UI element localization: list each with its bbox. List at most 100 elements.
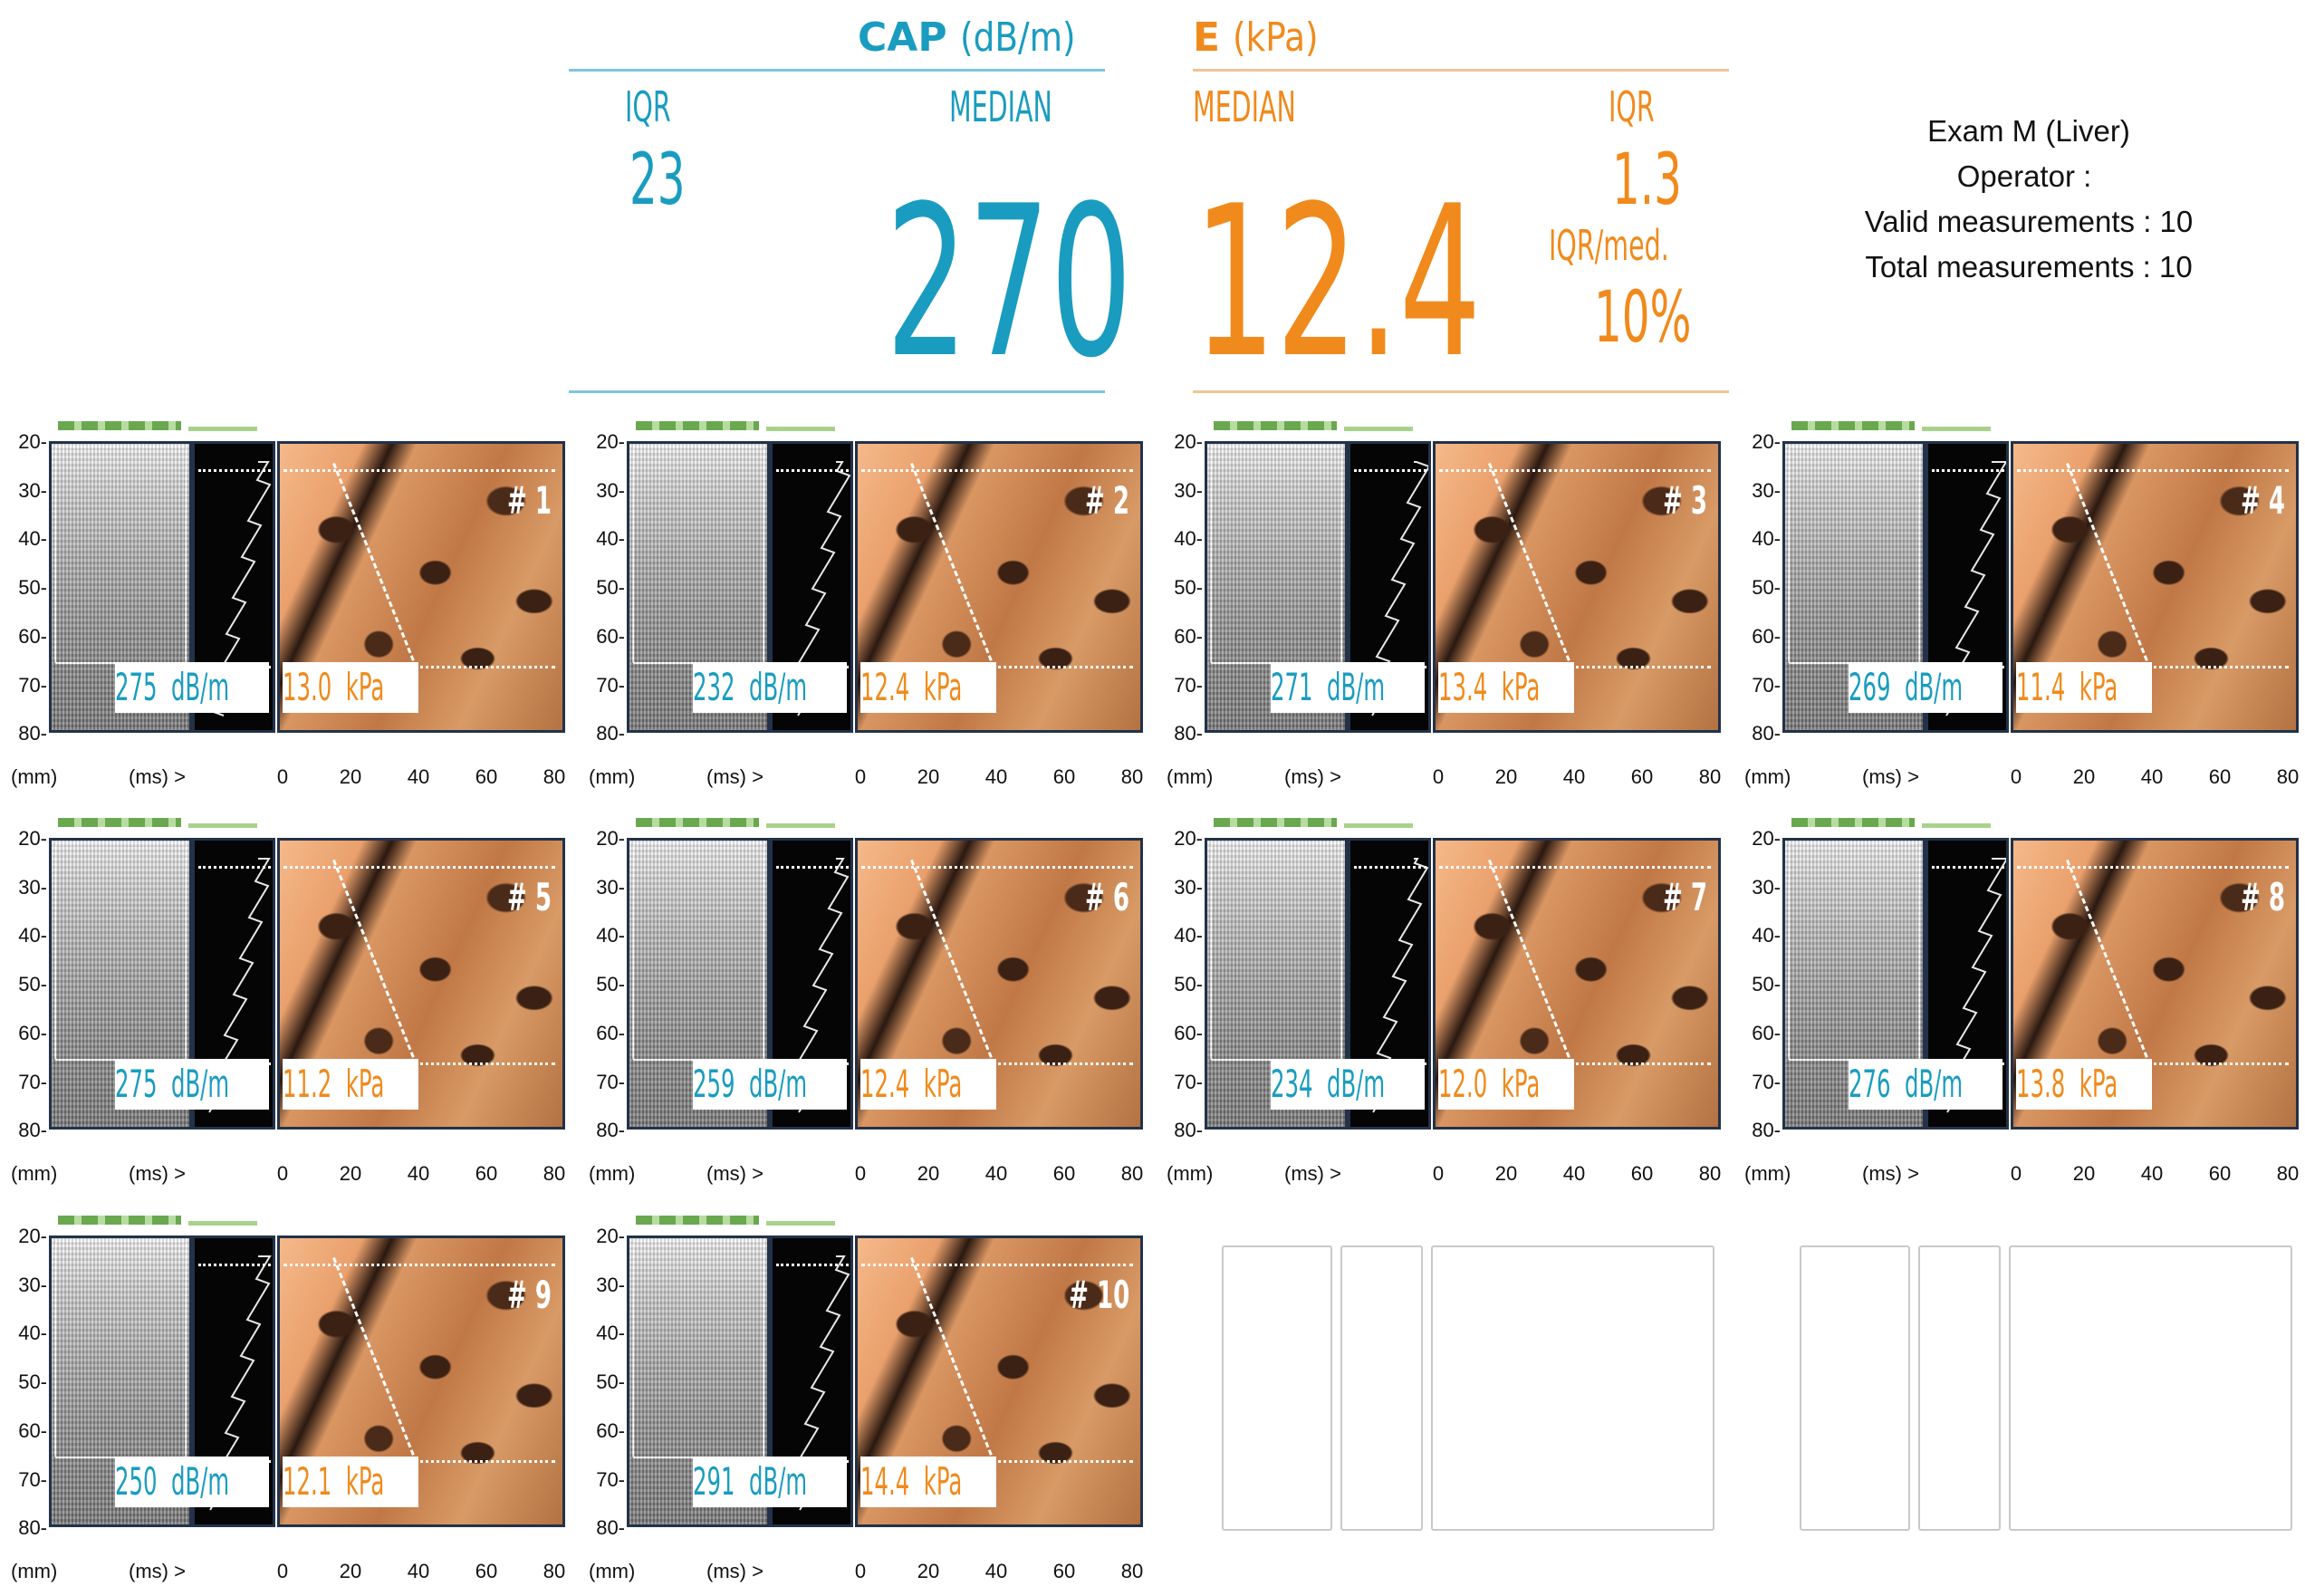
time-tick: 20 xyxy=(917,1560,940,1582)
depth-unit: (mm) xyxy=(589,765,636,788)
roi-top-line xyxy=(776,1264,849,1266)
measurement-panel: 20- 30- 40- 50- 60- 70- 80- # 6 259 dB/m 12.4 kPa… xyxy=(589,818,1143,1198)
e-header-rule xyxy=(1193,69,1729,72)
time-unit: (ms) > xyxy=(1284,1162,1341,1185)
e-value: 12.4 xyxy=(860,1062,910,1106)
ultrasound-roi xyxy=(632,447,764,664)
depth-tick: 50- xyxy=(596,973,625,996)
roi-top-line xyxy=(198,866,271,869)
time-tick: 0 xyxy=(276,1162,289,1185)
cap-value-box: 275 dB/m xyxy=(115,662,269,713)
quality-bar-secondary xyxy=(766,823,835,828)
depth-tick: 50- xyxy=(18,973,47,996)
measurement-panel: 20- 30- 40- 50- 60- 70- 80- # 7 234 dB/m 12.0 kPa… xyxy=(1167,818,1721,1198)
time-unit: (ms) > xyxy=(129,1560,186,1582)
cap-unit: dB/m xyxy=(1326,1062,1386,1106)
quality-bar-secondary xyxy=(1922,823,1991,828)
time-tick: 40 xyxy=(1562,765,1586,788)
empty-slot-11-us xyxy=(1222,1245,1332,1531)
measurement-number: # 4 xyxy=(2240,478,2285,523)
cap-unit: dB/m xyxy=(170,1459,230,1504)
time-tick: 80 xyxy=(543,1162,566,1185)
depth-tick: 60- xyxy=(1752,624,1781,648)
e-iqr-value: 1.3 xyxy=(1612,139,1682,221)
depth-tick: 60- xyxy=(1752,1021,1781,1044)
time-unit: (ms) > xyxy=(1284,765,1341,788)
time-tick: 20 xyxy=(1494,765,1518,788)
depth-tick: 70- xyxy=(18,673,47,697)
roi-bottom-line xyxy=(861,1062,1133,1065)
depth-tick: 30- xyxy=(18,875,47,899)
time-unit: (ms) > xyxy=(1862,1162,1919,1185)
time-unit: (ms) > xyxy=(129,1162,186,1185)
quality-bar xyxy=(58,818,181,827)
time-tick: 40 xyxy=(1562,1162,1586,1185)
depth-tick: 30- xyxy=(18,478,47,502)
time-unit: (ms) > xyxy=(706,1560,764,1582)
cap-iqr-value: 23 xyxy=(629,139,686,221)
depth-tick: 20- xyxy=(596,827,625,850)
e-value: 12.4 xyxy=(860,665,910,709)
roi-top-line xyxy=(283,1264,555,1266)
depth-tick: 70- xyxy=(1752,1070,1781,1093)
depth-tick: 50- xyxy=(18,1370,47,1394)
cap-value: 232 xyxy=(693,665,735,709)
ultrasound-roi xyxy=(1210,843,1342,1061)
depth-tick: 80- xyxy=(18,1119,47,1142)
cap-value-box: 276 dB/m xyxy=(1849,1059,2002,1110)
e-unit: kPa xyxy=(923,1459,963,1504)
cap-value-box: 269 dB/m xyxy=(1849,662,2002,713)
roi-top-line xyxy=(1932,469,2004,472)
cap-value: 275 xyxy=(115,665,158,709)
cap-unit: dB/m xyxy=(1904,1062,1964,1106)
depth-tick: 20- xyxy=(18,1225,47,1247)
depth-tick: 20- xyxy=(18,430,47,453)
depth-tick: 60- xyxy=(18,1418,47,1442)
roi-top-line xyxy=(861,469,1133,472)
e-value: 12.1 xyxy=(283,1459,332,1504)
e-value: 14.4 xyxy=(860,1459,910,1504)
quality-bar xyxy=(58,1216,181,1225)
depth-tick: 40- xyxy=(596,1322,625,1345)
roi-bottom-line xyxy=(283,666,555,668)
cap-value-box: 234 dB/m xyxy=(1271,1059,1425,1110)
time-tick: 60 xyxy=(475,1162,498,1185)
depth-tick: 70- xyxy=(1752,673,1781,697)
roi-top-line xyxy=(776,469,849,472)
time-tick: 0 xyxy=(854,765,867,788)
empty-slot-11-amode xyxy=(1340,1245,1423,1531)
e-iqr-label: IQR xyxy=(1609,82,1655,131)
roi-top-line xyxy=(1439,866,1711,869)
depth-tick: 50- xyxy=(1174,973,1203,996)
depth-tick: 60- xyxy=(1174,1021,1203,1044)
cap-unit: dB/m xyxy=(748,1459,808,1504)
measurement-panel: 20- 30- 40- 50- 60- 70- 80- # 4 269 dB/m 11.4 kPa… xyxy=(1744,421,2299,802)
cap-value: 234 xyxy=(1271,1062,1313,1106)
e-value: 12.0 xyxy=(1438,1062,1488,1106)
e-unit: kPa xyxy=(2079,1062,2118,1106)
depth-unit: (mm) xyxy=(1167,1162,1214,1185)
quality-bar-secondary xyxy=(188,427,257,431)
e-median-label: MEDIAN xyxy=(1193,82,1296,131)
e-value-box: 14.4 kPa xyxy=(860,1457,996,1507)
e-value-box: 13.0 kPa xyxy=(283,662,418,713)
time-tick: 0 xyxy=(276,765,289,788)
cap-value-box: 271 dB/m xyxy=(1271,662,1425,713)
cap-value-box: 291 dB/m xyxy=(693,1457,847,1507)
time-tick: 40 xyxy=(407,1162,430,1185)
time-unit: (ms) > xyxy=(706,765,764,788)
cap-value: 269 xyxy=(1849,665,1891,709)
quality-bar xyxy=(1214,421,1337,430)
ultrasound-roi xyxy=(54,1241,187,1458)
time-tick: 20 xyxy=(339,765,362,788)
cap-value: 275 xyxy=(115,1062,158,1106)
depth-tick: 60- xyxy=(596,1021,625,1044)
depth-unit: (mm) xyxy=(11,765,58,788)
depth-unit: (mm) xyxy=(1744,765,1791,788)
measurement-panel: 20- 30- 40- 50- 60- 70- 80- # 9 250 dB/m 12.1 kPa… xyxy=(11,1216,565,1596)
time-tick: 40 xyxy=(2140,1162,2164,1185)
time-tick: 20 xyxy=(917,765,940,788)
depth-tick: 20- xyxy=(1174,430,1203,453)
time-tick: 40 xyxy=(984,1162,1008,1185)
total-measurements: Total measurements : 10 xyxy=(1865,250,2193,284)
